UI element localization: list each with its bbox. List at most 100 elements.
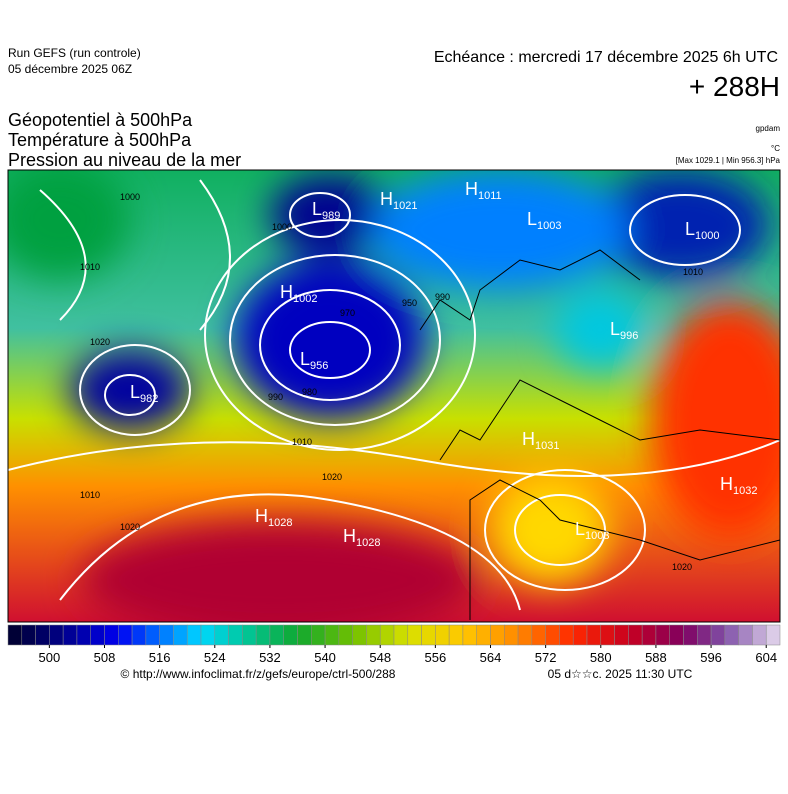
colorbar-swatch [504,624,519,646]
isobar-label: 980 [302,387,317,397]
isobar-label: 1010 [80,262,100,272]
center-value: 1021 [393,200,417,212]
pressure-center: H1021 [380,189,417,212]
colorbar-swatch [421,624,436,646]
center-type: L [312,199,322,219]
isobar-label: 950 [402,298,417,308]
isobar-label: 1010 [80,490,100,500]
pressure-center: L1003 [527,209,562,232]
center-type: L [130,382,140,402]
colorbar-swatch [283,624,298,646]
pressure-center: H1028 [255,506,292,529]
colorbar-swatch [366,624,381,646]
center-value: 1000 [695,230,719,242]
colorbar-swatch [242,624,257,646]
isobar-label: 1020 [120,522,140,532]
colorbar-swatch [435,624,450,646]
center-type: H [465,179,478,199]
title: Géopotentiel à 500hPa [8,110,193,130]
colorbar-swatch [21,624,36,646]
center-value: 1028 [356,537,380,549]
colorbar-swatch [476,624,491,646]
isobar-label: 1020 [322,472,342,482]
run-date: 05 décembre 2025 06Z [8,62,132,76]
isobar-label: 1000 [120,192,140,202]
run-label: Run GEFS (run controle) [8,46,141,60]
colorbar-swatch [393,624,409,646]
center-value: 1031 [535,440,559,452]
colorbar-label: 556 [425,650,447,665]
center-type: H [380,189,393,209]
pressure-center: H1011 [465,179,502,202]
colorbar-swatch [572,624,588,646]
center-type: H [280,282,293,302]
colorbar-swatch [352,624,367,646]
colorbar-label: 604 [755,650,777,665]
pressure-center: H1031 [522,429,559,452]
colorbar-swatch [738,624,753,646]
colorbar-swatch [448,624,464,646]
unit: °C [771,144,780,153]
colorbar-label: 540 [314,650,336,665]
pressure-center: L989 [312,199,340,222]
colorbar-swatch [559,624,574,646]
center-value: 982 [140,393,158,405]
unit: [Max 1029.1 | Min 956.3] hPa [676,156,781,165]
colorbar-swatch [724,624,739,646]
colorbar-swatch [62,624,78,646]
colorbar-swatch [462,624,477,646]
colorbar-swatch [586,624,602,646]
isobar-label: 990 [435,292,450,302]
colorbar-swatch [35,624,50,646]
colorbar-swatch [76,624,91,646]
colorbar-swatch [669,624,684,646]
pressure-center: L1003 [575,519,610,542]
center-value: 996 [620,330,638,342]
center-value: 1011 [478,190,502,202]
colorbar-swatch [255,624,271,646]
footer-url: © http://www.infoclimat.fr/z/gefs/europe… [121,667,396,681]
colorbar-swatch [145,624,160,646]
isobar-label: 970 [340,308,355,318]
colorbar-swatch [118,624,133,646]
colorbar-swatch [90,624,105,646]
colorbar-label: 564 [480,650,502,665]
title: Température à 500hPa [8,130,192,150]
colorbar-swatch [159,624,174,646]
pressure-center: L996 [610,319,638,342]
center-value: 989 [322,210,340,222]
colorbar-swatch [641,624,657,646]
colorbar-swatch [104,624,119,646]
center-value: 956 [310,360,328,372]
isobar-label: 1020 [672,562,692,572]
colorbar-swatch [338,624,353,646]
footer-stamp: 05 d☆☆c. 2025 11:30 UTC [548,667,693,681]
colorbar-swatch [297,624,312,646]
colorbar-swatch [173,624,188,646]
colorbar-swatch [710,624,726,646]
isobar-label: 1010 [292,437,312,447]
center-type: H [343,526,356,546]
colorbar-swatch [490,624,505,646]
pressure-center: H1002 [280,282,317,305]
pressure-center: H1032 [720,474,757,497]
valid-time: Echéance : mercredi 17 décembre 2025 6h … [434,49,778,66]
colorbar-label: 548 [369,650,391,665]
colorbar-swatch [752,624,767,646]
colorbar-swatch [324,624,340,646]
colorbar-swatch [131,624,147,646]
colorbar-label: 500 [39,650,61,665]
pressure-center: L1000 [685,219,720,242]
colorbar-swatch [600,624,615,646]
colorbar-label: 580 [590,650,612,665]
isobar-label: 990 [268,392,283,402]
colorbar-label: 516 [149,650,171,665]
center-type: H [522,429,535,449]
colorbar-label: 588 [645,650,667,665]
colorbar-swatch [379,624,395,646]
colorbar-swatch [228,624,243,646]
colorbar-swatch [517,624,533,646]
center-type: H [255,506,268,526]
center-type: L [610,319,620,339]
colorbar-swatch [531,624,546,646]
